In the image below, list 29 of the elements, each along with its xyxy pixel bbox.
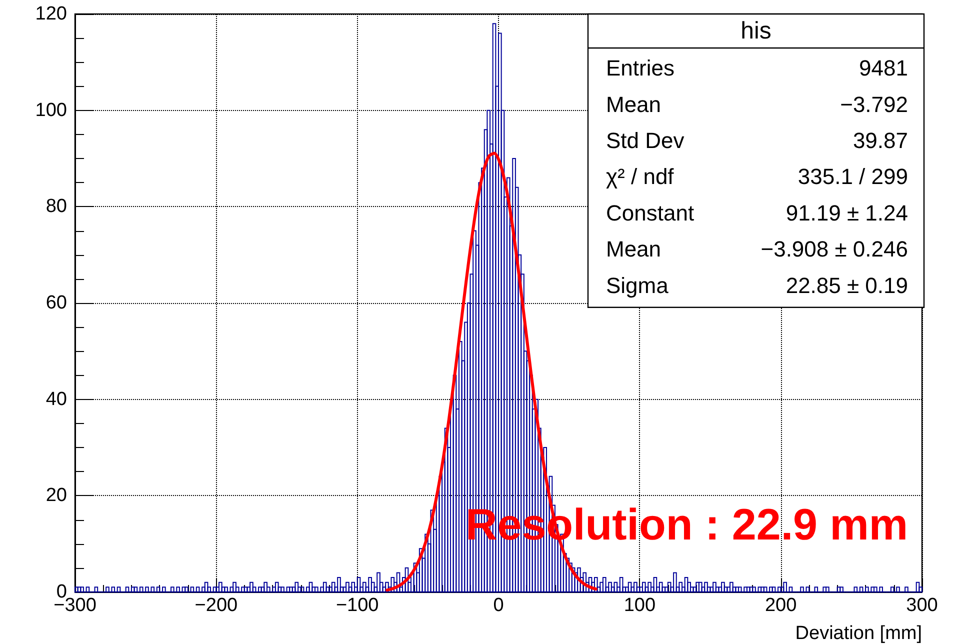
annotation: Mean	[606, 236, 662, 262]
y-tick-label: 0	[56, 582, 67, 602]
annotation: 91.19 ± 1.24	[786, 200, 908, 226]
y-tick-label: 40	[46, 388, 67, 410]
x-tick-label: 0	[493, 595, 504, 616]
x-axis-title: Deviation [mm]	[795, 623, 922, 644]
annotation: −3.908 ± 0.246	[760, 236, 908, 262]
y-tick-label: 20	[46, 485, 67, 506]
x-tick-label: 200	[764, 595, 797, 616]
annotation: Std Dev	[606, 128, 684, 153]
annotation: χ² / ndf	[606, 164, 675, 190]
y-tick-label: 100	[35, 100, 67, 121]
annotation: −3.792	[840, 92, 908, 117]
annotation: 9481	[859, 56, 908, 81]
annotation: Entries	[606, 56, 674, 81]
y-tick-label: 80	[46, 196, 67, 218]
x-tick-label: −200	[194, 595, 238, 616]
annotation: Sigma	[606, 272, 670, 298]
y-tick-label: 120	[35, 4, 67, 24]
x-tick-label: 100	[624, 595, 656, 616]
annotation: Constant	[606, 200, 694, 226]
annotation: 22.85 ± 0.19	[786, 272, 908, 298]
annotation: 335.1 / 299	[798, 164, 908, 190]
annotation: Mean	[606, 92, 662, 117]
x-tick-label: −100	[336, 595, 379, 616]
annotation: his	[740, 18, 772, 44]
x-tick-label: 300	[906, 595, 938, 616]
annotation: 39.87	[852, 128, 908, 153]
y-tick-label: 60	[46, 292, 67, 314]
